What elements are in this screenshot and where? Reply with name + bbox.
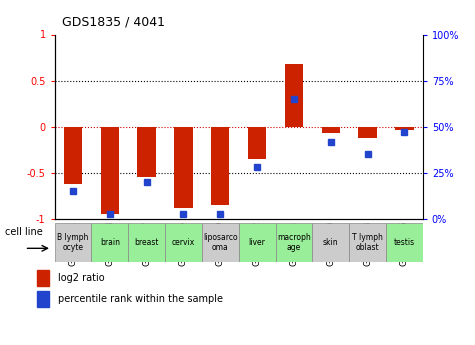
Bar xyxy=(165,223,202,262)
Text: cervix: cervix xyxy=(172,238,195,247)
Bar xyxy=(37,291,49,307)
Text: log2 ratio: log2 ratio xyxy=(58,273,104,283)
Text: breast: breast xyxy=(134,238,159,247)
Bar xyxy=(64,127,82,184)
Text: macroph
age: macroph age xyxy=(277,233,311,252)
Bar xyxy=(358,127,377,138)
Bar xyxy=(285,64,303,127)
Bar xyxy=(137,127,156,177)
Text: liver: liver xyxy=(248,238,266,247)
Text: testis: testis xyxy=(394,238,415,247)
Bar xyxy=(101,127,119,215)
Text: B lymph
ocyte: B lymph ocyte xyxy=(57,233,89,252)
Text: percentile rank within the sample: percentile rank within the sample xyxy=(58,294,223,304)
Bar xyxy=(202,223,238,262)
Bar xyxy=(37,270,49,286)
Bar xyxy=(91,223,128,262)
Text: cell line: cell line xyxy=(6,227,43,237)
Text: brain: brain xyxy=(100,238,120,247)
Bar xyxy=(386,223,423,262)
Bar xyxy=(395,127,414,130)
Text: liposarco
oma: liposarco oma xyxy=(203,233,238,252)
Bar xyxy=(276,223,313,262)
Bar xyxy=(313,223,349,262)
Bar xyxy=(211,127,229,205)
Bar xyxy=(128,223,165,262)
Bar xyxy=(248,127,266,159)
Text: skin: skin xyxy=(323,238,339,247)
Bar xyxy=(238,223,276,262)
Bar xyxy=(174,127,193,208)
Bar xyxy=(55,223,91,262)
Text: T lymph
oblast: T lymph oblast xyxy=(352,233,383,252)
Bar xyxy=(349,223,386,262)
Bar xyxy=(322,127,340,133)
Text: GDS1835 / 4041: GDS1835 / 4041 xyxy=(62,16,165,29)
